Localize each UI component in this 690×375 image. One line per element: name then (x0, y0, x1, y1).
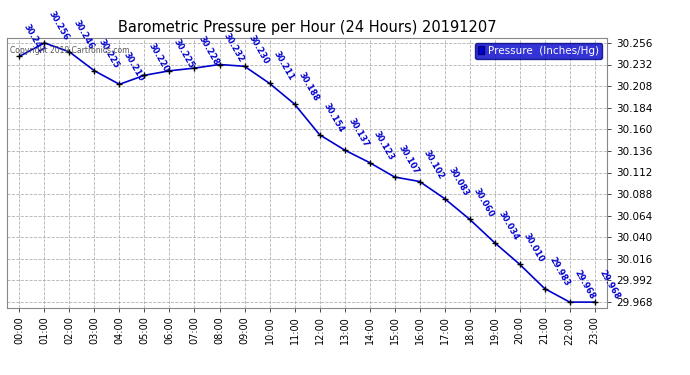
Text: 30.228: 30.228 (197, 35, 221, 67)
Text: 30.102: 30.102 (422, 148, 446, 181)
Text: 29.968: 29.968 (598, 269, 621, 301)
Text: 29.968: 29.968 (572, 269, 596, 301)
Text: 30.137: 30.137 (347, 117, 371, 149)
Text: 30.107: 30.107 (397, 144, 421, 176)
Title: Barometric Pressure per Hour (24 Hours) 20191207: Barometric Pressure per Hour (24 Hours) … (118, 20, 496, 35)
Text: Copyright 2019 Cartronics.com: Copyright 2019 Cartronics.com (10, 46, 130, 55)
Text: 30.225: 30.225 (97, 38, 121, 70)
Text: 30.060: 30.060 (472, 186, 496, 218)
Text: 30.188: 30.188 (297, 71, 321, 103)
Text: 30.230: 30.230 (247, 33, 271, 65)
Text: 30.123: 30.123 (372, 129, 396, 162)
Text: 30.241: 30.241 (22, 23, 46, 56)
Text: 30.083: 30.083 (447, 165, 471, 198)
Text: 30.246: 30.246 (72, 18, 96, 51)
Text: 30.225: 30.225 (172, 38, 196, 70)
Text: 30.256: 30.256 (47, 9, 71, 42)
Text: 30.211: 30.211 (272, 50, 296, 82)
Text: 29.983: 29.983 (547, 255, 571, 288)
Text: 30.034: 30.034 (497, 210, 521, 242)
Text: 30.010: 30.010 (522, 231, 546, 263)
Text: 30.154: 30.154 (322, 101, 346, 134)
Text: 30.232: 30.232 (222, 31, 246, 64)
Text: 30.220: 30.220 (147, 42, 171, 74)
Legend: Pressure  (Inches/Hg): Pressure (Inches/Hg) (475, 43, 602, 59)
Text: 30.210: 30.210 (122, 51, 146, 83)
